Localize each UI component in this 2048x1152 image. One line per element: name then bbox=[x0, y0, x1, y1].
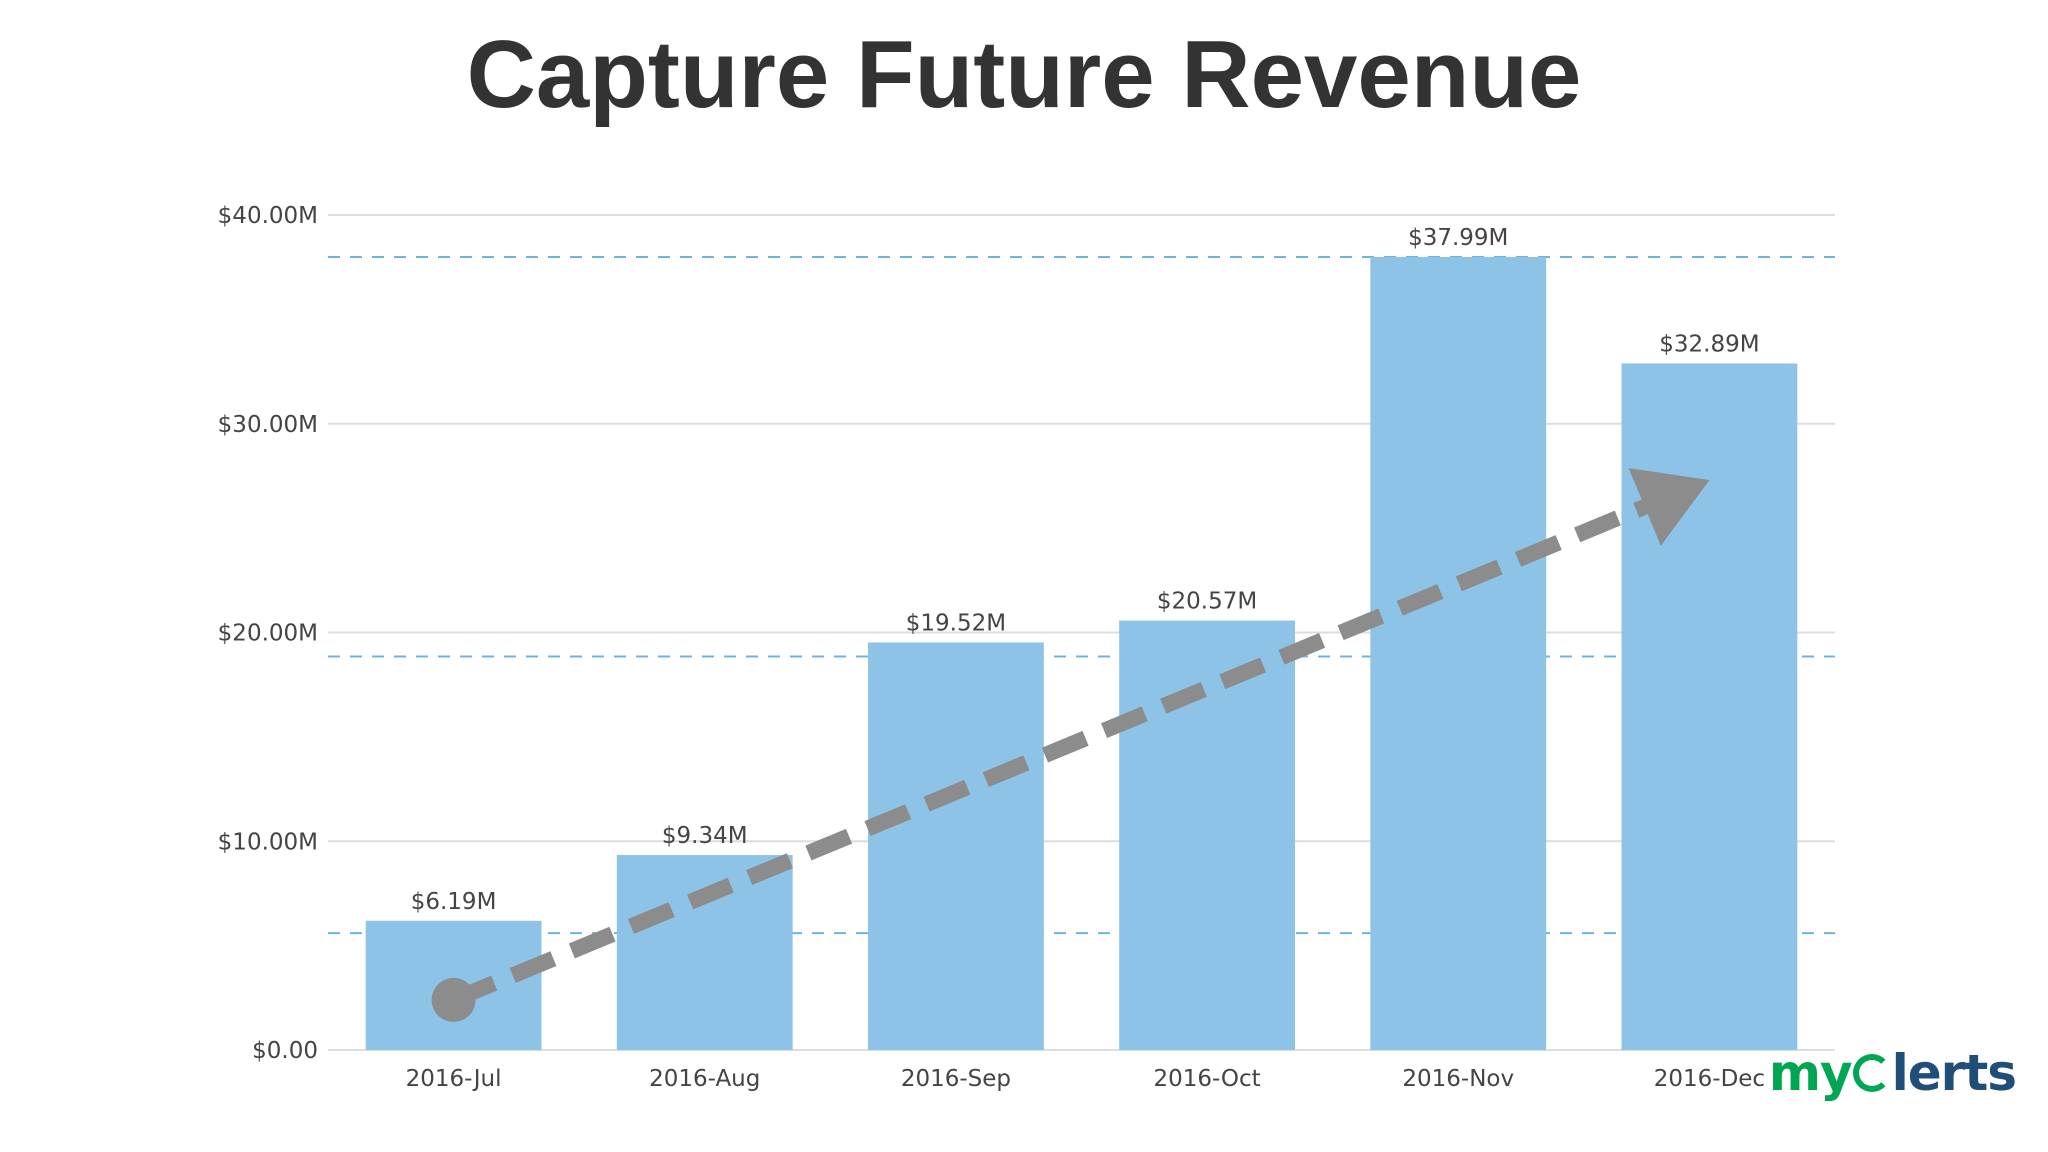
data-labels: $6.19M $9.34M $19.52M $20.57M $37.99M $32.89M bbox=[411, 225, 1760, 915]
bar-2016-oct bbox=[1119, 620, 1295, 1050]
y-axis-ticks: $0.00 $10.00M $20.00M $30.00M $40.00M bbox=[218, 203, 318, 1064]
y-tick-label: $40.00M bbox=[218, 203, 318, 229]
bars bbox=[365, 256, 1798, 1050]
x-tick-label: 2016-Jul bbox=[406, 1066, 502, 1092]
x-tick-label: 2016-Oct bbox=[1153, 1066, 1260, 1092]
bar-2016-aug bbox=[616, 855, 793, 1050]
data-label: $19.52M bbox=[906, 611, 1006, 637]
myalerts-logo: my lerts bbox=[1768, 1044, 2017, 1102]
bar-2016-dec bbox=[1621, 363, 1798, 1050]
trend-arrow-origin bbox=[431, 977, 476, 1022]
logo-prefix: my bbox=[1768, 1044, 1853, 1102]
y-tick-label: $10.00M bbox=[218, 829, 318, 855]
bar-2016-nov bbox=[1370, 256, 1547, 1050]
data-label: $6.19M bbox=[411, 889, 497, 915]
reference-lines bbox=[328, 255, 1835, 935]
data-label: $20.57M bbox=[1157, 589, 1257, 615]
data-label: $37.99M bbox=[1408, 225, 1508, 251]
x-tick-label: 2016-Aug bbox=[649, 1066, 760, 1092]
data-label: $9.34M bbox=[662, 823, 748, 849]
logo-suffix: lerts bbox=[1891, 1044, 2017, 1102]
x-tick-label: 2016-Sep bbox=[901, 1066, 1011, 1092]
y-tick-label: $30.00M bbox=[218, 412, 318, 438]
x-tick-label: 2016-Dec bbox=[1654, 1066, 1765, 1092]
bar-2016-sep bbox=[868, 642, 1044, 1050]
x-axis-ticks: 2016-Jul 2016-Aug 2016-Sep 2016-Oct 2016-Nov… bbox=[406, 1066, 1765, 1092]
y-tick-label: $0.00 bbox=[252, 1038, 318, 1064]
trend-arrow bbox=[431, 468, 1710, 1022]
logo-signal-icon bbox=[1852, 1054, 1891, 1092]
x-tick-label: 2016-Nov bbox=[1402, 1066, 1514, 1092]
y-tick-label: $20.00M bbox=[218, 621, 318, 647]
trend-arrow-head bbox=[1628, 468, 1710, 546]
page-title: Capture Future Revenue bbox=[466, 21, 1582, 128]
grid-lines bbox=[328, 214, 1835, 1051]
trend-arrow-shaft bbox=[450, 499, 1648, 1008]
data-label: $32.89M bbox=[1659, 331, 1759, 357]
